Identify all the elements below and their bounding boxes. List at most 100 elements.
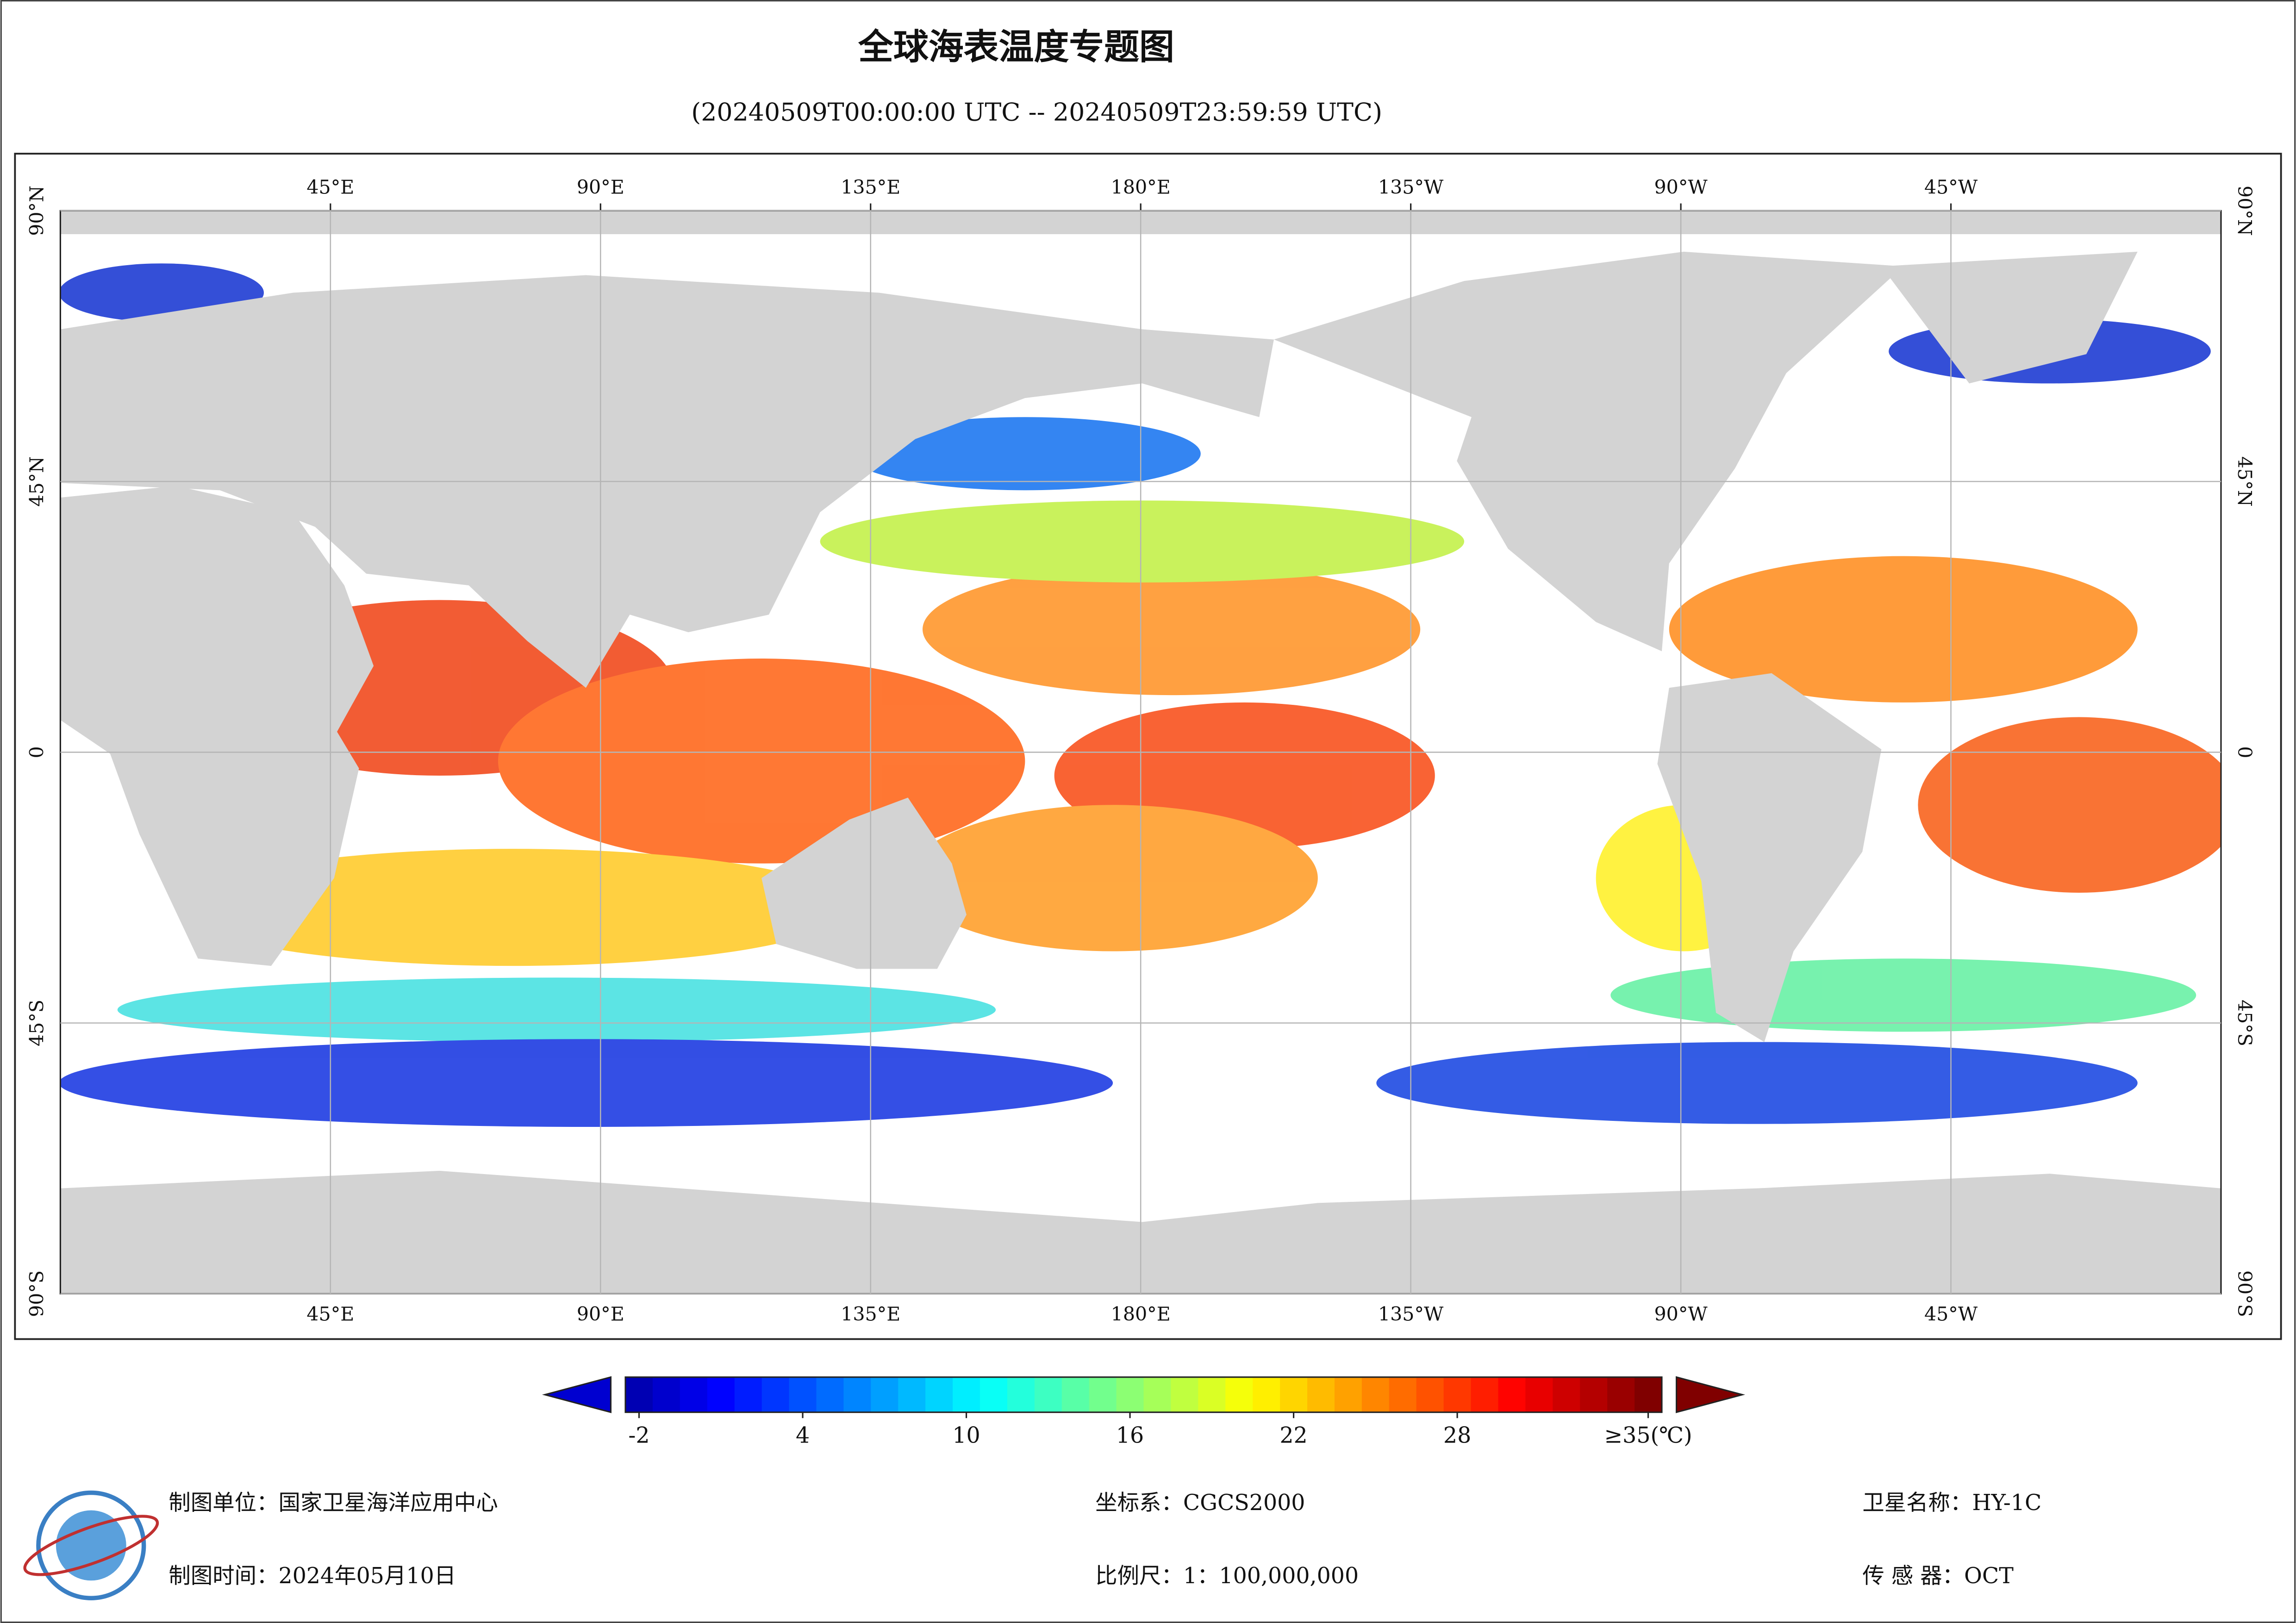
footer-item: 制图单位：国家卫星海洋应用中心 [168, 1490, 498, 1516]
colorbar-label: -2 [628, 1423, 649, 1448]
colorbar-cell [898, 1377, 926, 1412]
colorbar-cell [1525, 1377, 1554, 1412]
colorbar-cell [1635, 1377, 1663, 1412]
colorbar-cell [1116, 1377, 1144, 1412]
colorbar-label: 16 [1116, 1423, 1144, 1448]
colorbar-cell [625, 1377, 654, 1412]
subtitle: (20240509T00:00:00 UTC -- 20240509T23:59… [691, 98, 1382, 127]
lon-label-top: 135°W [1378, 176, 1444, 198]
footer-item: 卫星名称：HY-1C [1862, 1490, 2041, 1516]
colorbar-cell [652, 1377, 681, 1412]
footer-label: 制图单位： [168, 1490, 278, 1516]
colorbar-cell [1034, 1377, 1063, 1412]
colorbar-border [624, 1376, 1663, 1413]
footer-value: 1：100,000,000 [1183, 1563, 1359, 1589]
colorbar-cell [1416, 1377, 1444, 1412]
lat-label-right: 90°N [2234, 186, 2256, 236]
colorbar-cell [1171, 1377, 1199, 1412]
colorbar-cell [871, 1377, 899, 1412]
footer-label: 制图时间： [168, 1563, 278, 1589]
logo [23, 1490, 159, 1600]
footer-value: 2024年05月10日 [279, 1563, 456, 1589]
sst-field [60, 263, 2221, 1127]
colorbar-cell [1553, 1377, 1581, 1412]
lon-label-bottom: 45°W [1924, 1303, 1978, 1325]
colorbar-cells [625, 1377, 1663, 1412]
lat-label-right: 90°S [2234, 1270, 2256, 1317]
colorbar-cell [843, 1377, 872, 1412]
colorbar-cell [1007, 1377, 1036, 1412]
footer-value: CGCS2000 [1183, 1490, 1305, 1516]
footer-value: OCT [1964, 1563, 2014, 1589]
colorbar-cell [1389, 1377, 1417, 1412]
colorbar-cell [734, 1377, 762, 1412]
lon-label-bottom: 90°W [1654, 1303, 1708, 1325]
colorbar-label: 10 [952, 1423, 980, 1448]
lat-label-right: 45°S [2234, 1000, 2256, 1046]
footer-label: 比例尺： [1095, 1563, 1183, 1589]
land-africa [60, 485, 374, 966]
footer-label: 传 感 器： [1862, 1563, 1964, 1589]
lat-label-left: 90°S [25, 1270, 48, 1317]
colorbar-cell [1361, 1377, 1390, 1412]
lon-label-bottom: 135°E [841, 1303, 900, 1325]
colorbar-label: 28 [1443, 1423, 1471, 1448]
footer-label: 卫星名称： [1862, 1490, 1972, 1516]
colorbar-low-arrow [542, 1376, 612, 1413]
land-australia [761, 797, 967, 969]
footer-value: 国家卫星海洋应用中心 [279, 1490, 498, 1516]
lon-label-bottom: 45°E [306, 1303, 354, 1325]
colorbar-cell [1061, 1377, 1090, 1412]
title: 全球海表温度专题图 [858, 26, 1174, 68]
colorbar-cell [1580, 1377, 1608, 1412]
colorbar-label: 22 [1279, 1423, 1307, 1448]
colorbar [542, 1376, 1746, 1413]
colorbar-cell [1498, 1377, 1526, 1412]
colorbar-cell [707, 1377, 735, 1412]
lon-label-top: 90°E [577, 176, 624, 198]
colorbar-cell [1280, 1377, 1308, 1412]
colorbar-cell [680, 1377, 708, 1412]
footer-label: 坐标系： [1095, 1490, 1183, 1516]
footer-item: 制图时间：2024年05月10日 [168, 1563, 456, 1589]
lon-label-top: 45°E [306, 176, 354, 198]
colorbar-cell [1334, 1377, 1363, 1412]
colorbar-cell [1443, 1377, 1472, 1412]
lon-label-bottom: 135°W [1378, 1303, 1444, 1325]
colorbar-cell [980, 1377, 1008, 1412]
lon-label-top: 45°W [1924, 176, 1978, 198]
lat-label-right: 0 [2234, 746, 2256, 758]
colorbar-label: 4 [796, 1423, 810, 1448]
colorbar-cell [789, 1377, 817, 1412]
footer-value: HY-1C [1972, 1490, 2041, 1516]
colorbar-cell [1143, 1377, 1172, 1412]
lon-label-top: 90°W [1654, 176, 1708, 198]
colorbar-cell [1225, 1377, 1254, 1412]
map [59, 203, 2222, 1295]
colorbar-high-arrow [1676, 1376, 1746, 1413]
lon-label-bottom: 90°E [577, 1303, 624, 1325]
lon-label-top: 180°E [1111, 176, 1171, 198]
colorbar-cell [761, 1377, 790, 1412]
lon-label-bottom: 180°E [1111, 1303, 1171, 1325]
footer-item: 比例尺：1：100,000,000 [1095, 1563, 1359, 1589]
footer-item: 坐标系：CGCS2000 [1095, 1490, 1305, 1516]
colorbar-cell [816, 1377, 844, 1412]
colorbar-cell [1253, 1377, 1281, 1412]
colorbar-cell [1198, 1377, 1226, 1412]
lon-label-top: 135°E [841, 176, 900, 198]
colorbar-label: ≥35(℃) [1604, 1423, 1692, 1448]
colorbar-cell [1307, 1377, 1335, 1412]
lat-label-left: 0 [25, 746, 48, 758]
map-frame [14, 153, 2282, 1340]
colorbar-cell [1471, 1377, 1499, 1412]
colorbar-cell [925, 1377, 954, 1412]
colorbar-cell [1089, 1377, 1117, 1412]
land-greenland [1881, 251, 2138, 384]
lat-label-left: 45°S [25, 1000, 48, 1046]
land-south-america [1657, 673, 1882, 1042]
footer-item: 传 感 器：OCT [1862, 1563, 2014, 1589]
colorbar-cell [1607, 1377, 1635, 1412]
lat-label-right: 45°N [2234, 456, 2256, 507]
